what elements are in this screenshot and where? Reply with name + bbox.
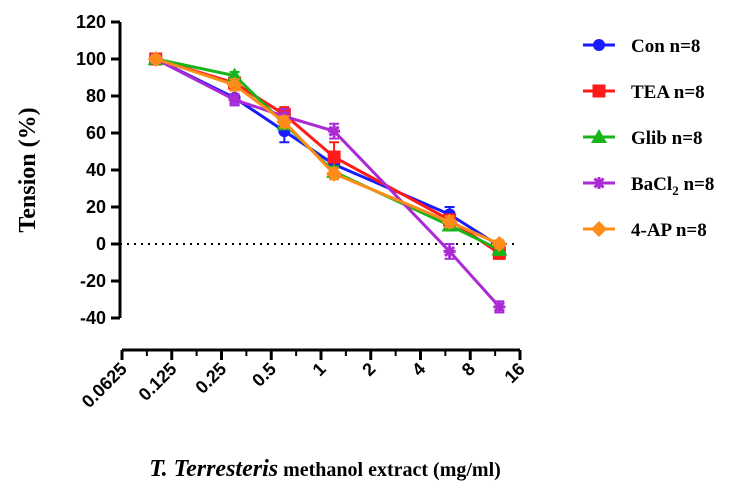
data-point — [147, 51, 164, 67]
data-point — [443, 245, 456, 258]
legend-swatch-marker — [593, 177, 605, 189]
legend-label-text: BaCl — [631, 174, 672, 195]
series-line — [155, 57, 500, 246]
legend-item-4: 4-AP n=8 — [583, 220, 707, 241]
x-tick-label: 2 — [358, 359, 379, 380]
legend-item-2: Glib n=8 — [583, 128, 703, 149]
legend-swatch-marker — [592, 84, 606, 98]
x-tick-label: 0.5 — [248, 359, 280, 391]
y-tick-label: 120 — [76, 12, 106, 32]
legend: Con n=8 TEA n=8 Glib n=8 BaCl2 n=8 4-AP n=8 — [583, 36, 714, 241]
data-point — [441, 213, 458, 230]
data-point — [276, 113, 293, 130]
x-tick-label: 4 — [408, 359, 429, 380]
y-tick-label: 100 — [76, 49, 106, 69]
series-line — [155, 57, 501, 308]
series-4 — [147, 51, 508, 252]
series-group — [147, 51, 508, 314]
legend-swatch-marker — [593, 39, 605, 51]
data-point — [326, 165, 343, 182]
legend-label-text: TEA n=8 — [631, 82, 705, 103]
y-tick-label: 60 — [86, 123, 106, 143]
legend-label: Con n=8 — [631, 36, 700, 57]
data-point — [491, 236, 508, 252]
x-axis-title: T. Terresteris methanol extract (mg/ml) — [149, 456, 501, 482]
y-tick-label: 20 — [86, 197, 106, 217]
x-tick-label: 0.0625 — [78, 359, 131, 412]
x-tick-label: 1 — [309, 359, 330, 380]
legend-label: TEA n=8 — [631, 82, 705, 103]
data-point — [328, 125, 341, 138]
legend-label-text: Glib n=8 — [631, 128, 703, 149]
y-axis-title: Tension (%) — [15, 107, 41, 232]
y-tick-label: 0 — [96, 234, 106, 254]
x-axis-title-italic: T. Terresteris — [149, 456, 278, 482]
y-tick-label: -40 — [80, 308, 106, 328]
legend-swatch-marker — [591, 221, 607, 237]
legend-label: Glib n=8 — [631, 128, 703, 149]
data-point — [493, 300, 506, 313]
y-tick-label: -20 — [80, 271, 106, 291]
legend-label-text: Con n=8 — [631, 36, 700, 57]
legend-label-subscript: 2 — [672, 183, 679, 198]
legend-item-0: Con n=8 — [583, 36, 700, 57]
y-tick-label: 40 — [86, 160, 106, 180]
legend-label-tail: n=8 — [679, 174, 715, 195]
axis-titles: Tension (%) T. Terresteris methanol extra… — [15, 107, 501, 482]
legend-swatch-marker — [591, 129, 607, 143]
legend-item-3: BaCl2 n=8 — [583, 174, 714, 198]
x-tick-label: 0.125 — [135, 359, 181, 405]
x-tick-label: 8 — [458, 359, 479, 380]
legend-item-1: TEA n=8 — [583, 82, 705, 103]
x-axis-title-rest: methanol extract (mg/ml) — [278, 459, 501, 481]
x-tick-label: 16 — [501, 359, 529, 387]
data-point — [226, 67, 243, 82]
y-tick-label: 80 — [86, 86, 106, 106]
legend-label-text: 4-AP n=8 — [631, 220, 707, 241]
x-tick-label: 0.25 — [191, 359, 230, 398]
legend-label: BaCl2 n=8 — [631, 174, 714, 198]
legend-label: 4-AP n=8 — [631, 220, 707, 241]
data-point — [226, 76, 243, 93]
axes: -40 -20 0 20 40 60 80 100 120 0.0625 0.125 0.25 0.5 1… — [76, 12, 529, 412]
series-3 — [149, 53, 506, 314]
data-point — [327, 150, 341, 164]
data-point — [228, 93, 241, 106]
